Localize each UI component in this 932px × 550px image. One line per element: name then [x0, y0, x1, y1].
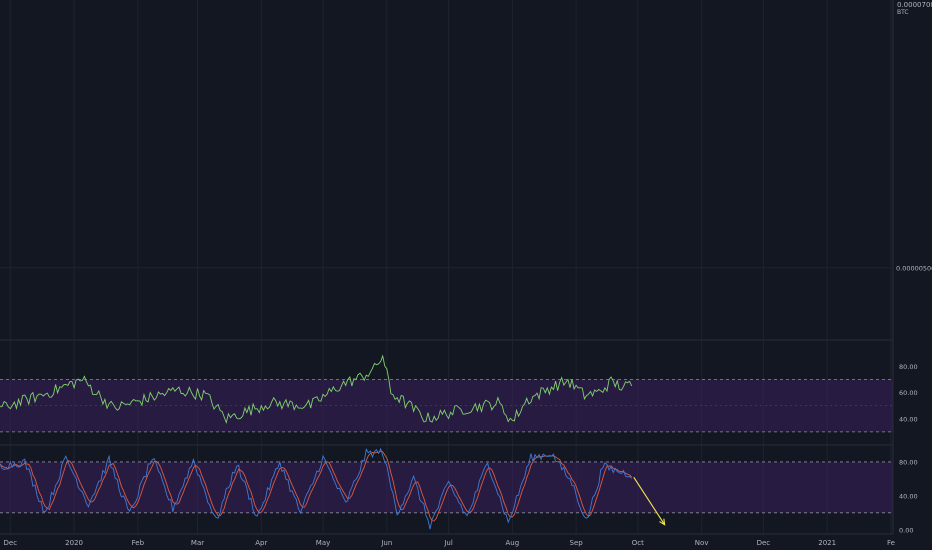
time-tick-label: Aug: [506, 539, 520, 547]
time-tick-label: Dec: [4, 539, 18, 547]
time-tick-label: Sep: [570, 539, 584, 547]
time-tick-label: Mar: [191, 539, 204, 547]
rsi-tick-label: 40.00: [899, 415, 918, 423]
price-pane[interactable]: (A)(B)(C): [0, 0, 893, 340]
price-cut-label: 0.00007000: [897, 1, 932, 9]
stoch-d-line: [0, 450, 633, 522]
time-tick-label: Nov: [695, 539, 709, 547]
time-tick-label: 2020: [65, 539, 83, 547]
time-scale[interactable]: [0, 534, 932, 550]
stoch-tick-label: 80.00: [899, 458, 918, 466]
time-scale-labels: Dec 2020 Feb Mar Apr May Jun Jul Aug Sep Oct Nov Dec…: [4, 539, 895, 547]
time-tick-label: Jul: [443, 539, 453, 547]
stoch-k-line: [0, 447, 633, 530]
stoch-projection-arrowhead: [659, 518, 666, 526]
rsi-tick-label: 60.00: [899, 389, 918, 397]
time-tick-label: Fe: [887, 539, 895, 547]
rsi-indicator: [0, 354, 893, 433]
stoch-rsi-indicator: [0, 447, 893, 530]
price-grid: [0, 0, 893, 340]
stoch-band: [0, 461, 893, 513]
price-scale[interactable]: [893, 0, 932, 534]
time-tick-label: Feb: [132, 539, 145, 547]
stoch-projection-arrow: [633, 476, 666, 525]
currency-label: BTC: [897, 9, 909, 16]
stoch-pane[interactable]: [0, 445, 893, 534]
time-tick-label: Apr: [255, 539, 267, 547]
time-tick-label: Dec: [757, 539, 771, 547]
price-scale-labels: 0.000005000.000010000.000015000.00002000…: [896, 264, 932, 534]
stoch-tick-label: 0.00: [899, 526, 913, 534]
rsi-pane[interactable]: [0, 340, 893, 445]
stoch-tick-label: 40.00: [899, 492, 918, 500]
time-tick-label: 2021: [818, 539, 836, 547]
time-tick-label: Jun: [380, 539, 392, 547]
rsi-tick-label: 80.00: [899, 363, 918, 371]
price-tick-label: 0.00000500: [896, 264, 932, 272]
time-tick-label: Oct: [632, 539, 644, 547]
time-tick-label: May: [316, 539, 330, 547]
rsi-line: [0, 354, 633, 424]
